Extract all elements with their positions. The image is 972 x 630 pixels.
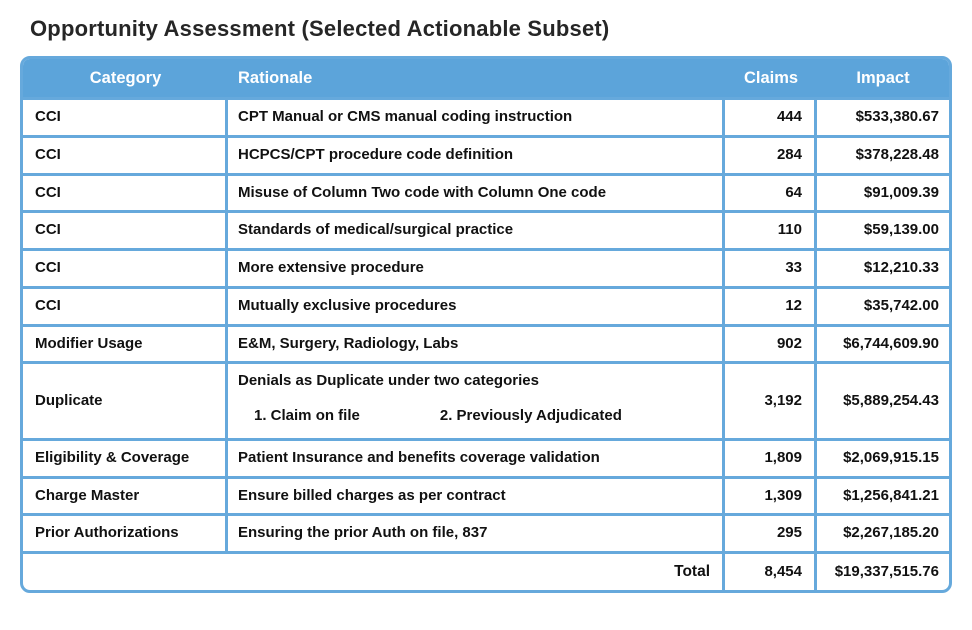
table-row: CCI CPT Manual or CMS manual coding instr… — [23, 97, 949, 135]
impact-cell: $1,256,841.21 — [843, 486, 939, 504]
table-row: CCI More extensive procedure 33 $12,210.33 — [23, 248, 949, 286]
claims-cell: 444 — [725, 100, 817, 135]
table-row: CCI Misuse of Column Two code with Column… — [23, 172, 949, 211]
rationale-text: CPT Manual or CMS manual coding instruct… — [238, 108, 573, 125]
impact-cell: $2,267,185.20 — [843, 524, 939, 542]
category-cell: CCI — [23, 288, 228, 324]
category-cell: Eligibility & Coverage — [23, 440, 228, 476]
category-cell: CCI — [23, 251, 228, 286]
rationale-text: More extensive procedure — [238, 259, 424, 276]
category-cell: CCI — [23, 100, 228, 135]
rationale-text: Misuse of Column Two code with Column On… — [238, 183, 607, 201]
impact-cell: $2,069,915.15 — [843, 448, 939, 466]
total-claims-value: 8,454 — [725, 554, 817, 590]
rationale-cell: Standards of medical/surgical practice — [228, 213, 725, 248]
table-row: CCI HCPCS/CPT procedure code definition 28… — [23, 134, 949, 173]
column-header-category: Category — [89, 68, 162, 87]
category-cell: CCI — [23, 213, 228, 248]
impact-cell: $91,009.39 — [863, 183, 939, 201]
claims-cell: 902 — [725, 326, 817, 362]
claims-cell: 1,809 — [725, 440, 817, 476]
rationale-text: Ensuring the prior Auth on file, 837 — [238, 524, 488, 542]
claims-cell: 1,309 — [725, 478, 817, 514]
table-row: CCI Mutually exclusive procedures 12 $35,74… — [23, 285, 949, 324]
table-total-row: Total 8,454 $19,337,515.76 — [23, 551, 949, 590]
impact-cell: $533,380.67 — [855, 108, 939, 125]
claims-cell: 295 — [725, 516, 817, 551]
impact-cell: $12,210.33 — [863, 259, 939, 276]
rationale-cell: Denials as Duplicate under two categorie… — [228, 364, 725, 438]
table-row: Duplicate Denials as Duplicate under two … — [23, 361, 949, 438]
impact-cell: $35,742.00 — [863, 296, 939, 314]
category-cell: Duplicate — [23, 364, 228, 438]
rationale-sub-item: 2. Previously Adjudicated — [439, 407, 622, 424]
table-row: Modifier Usage E&M, Surgery, Radiology, L… — [23, 323, 949, 362]
rationale-cell: Ensure billed charges as per contract — [228, 478, 725, 514]
impact-cell: $6,744,609.90 — [843, 334, 939, 352]
page-title: Opportunity Assessment (Selected Actiona… — [30, 16, 610, 41]
table-row: CCI Standards of medical/surgical practic… — [23, 210, 949, 248]
claims-cell: 64 — [725, 175, 817, 211]
rationale-text: E&M, Surgery, Radiology, Labs — [238, 334, 459, 352]
rationale-text: Mutually exclusive procedures — [238, 296, 457, 314]
claims-cell: 33 — [725, 251, 817, 286]
opportunity-assessment-table: Category Rationale Claims Impact CCI CPT … — [20, 56, 952, 593]
rationale-cell: CPT Manual or CMS manual coding instruct… — [228, 100, 725, 135]
rationale-cell: E&M, Surgery, Radiology, Labs — [228, 326, 725, 362]
rationale-text: Ensure billed charges as per contract — [238, 486, 506, 504]
category-cell: Charge Master — [23, 478, 228, 514]
rationale-sub-item: 1. Claim on file — [254, 407, 360, 424]
rationale-text: Standards of medical/surgical practice — [238, 221, 514, 239]
table-header-row: Category Rationale Claims Impact — [23, 59, 949, 97]
claims-cell: 110 — [725, 213, 817, 248]
table-row: Eligibility & Coverage Patient Insurance … — [23, 437, 949, 476]
rationale-text: Denials as Duplicate under two categorie… — [238, 372, 539, 390]
rationale-cell: More extensive procedure — [228, 251, 725, 286]
rationale-cell: Ensuring the prior Auth on file, 837 — [228, 516, 725, 551]
total-label: Total — [23, 554, 725, 590]
category-cell: CCI — [23, 137, 228, 173]
category-cell: Prior Authorizations — [23, 516, 228, 551]
claims-cell: 3,192 — [725, 364, 817, 438]
impact-cell: $5,889,254.43 — [843, 391, 939, 409]
total-impact-value: $19,337,515.76 — [834, 562, 939, 580]
column-header-rationale: Rationale — [238, 68, 313, 87]
claims-cell: 284 — [725, 137, 817, 173]
claims-cell: 12 — [725, 288, 817, 324]
column-header-claims: Claims — [743, 68, 799, 87]
rationale-sub-items: 1. Claim on file 2. Previously Adjudicate… — [238, 407, 622, 426]
rationale-cell: Misuse of Column Two code with Column On… — [228, 175, 725, 211]
table-row: Prior Authorizations Ensuring the prior A… — [23, 513, 949, 551]
impact-cell: $59,139.00 — [863, 221, 939, 239]
rationale-cell: HCPCS/CPT procedure code definition — [228, 137, 725, 173]
table-body: CCI CPT Manual or CMS manual coding instr… — [23, 97, 949, 551]
impact-cell: $378,228.48 — [855, 145, 939, 163]
rationale-text: HCPCS/CPT procedure code definition — [238, 145, 514, 163]
rationale-text: Patient Insurance and benefits coverage … — [238, 448, 600, 466]
column-header-impact: Impact — [856, 68, 910, 87]
category-cell: Modifier Usage — [23, 326, 228, 362]
rationale-cell: Mutually exclusive procedures — [228, 288, 725, 324]
table-row: Charge Master Ensure billed charges as pe… — [23, 475, 949, 514]
category-cell: CCI — [23, 175, 228, 211]
rationale-cell: Patient Insurance and benefits coverage … — [228, 440, 725, 476]
